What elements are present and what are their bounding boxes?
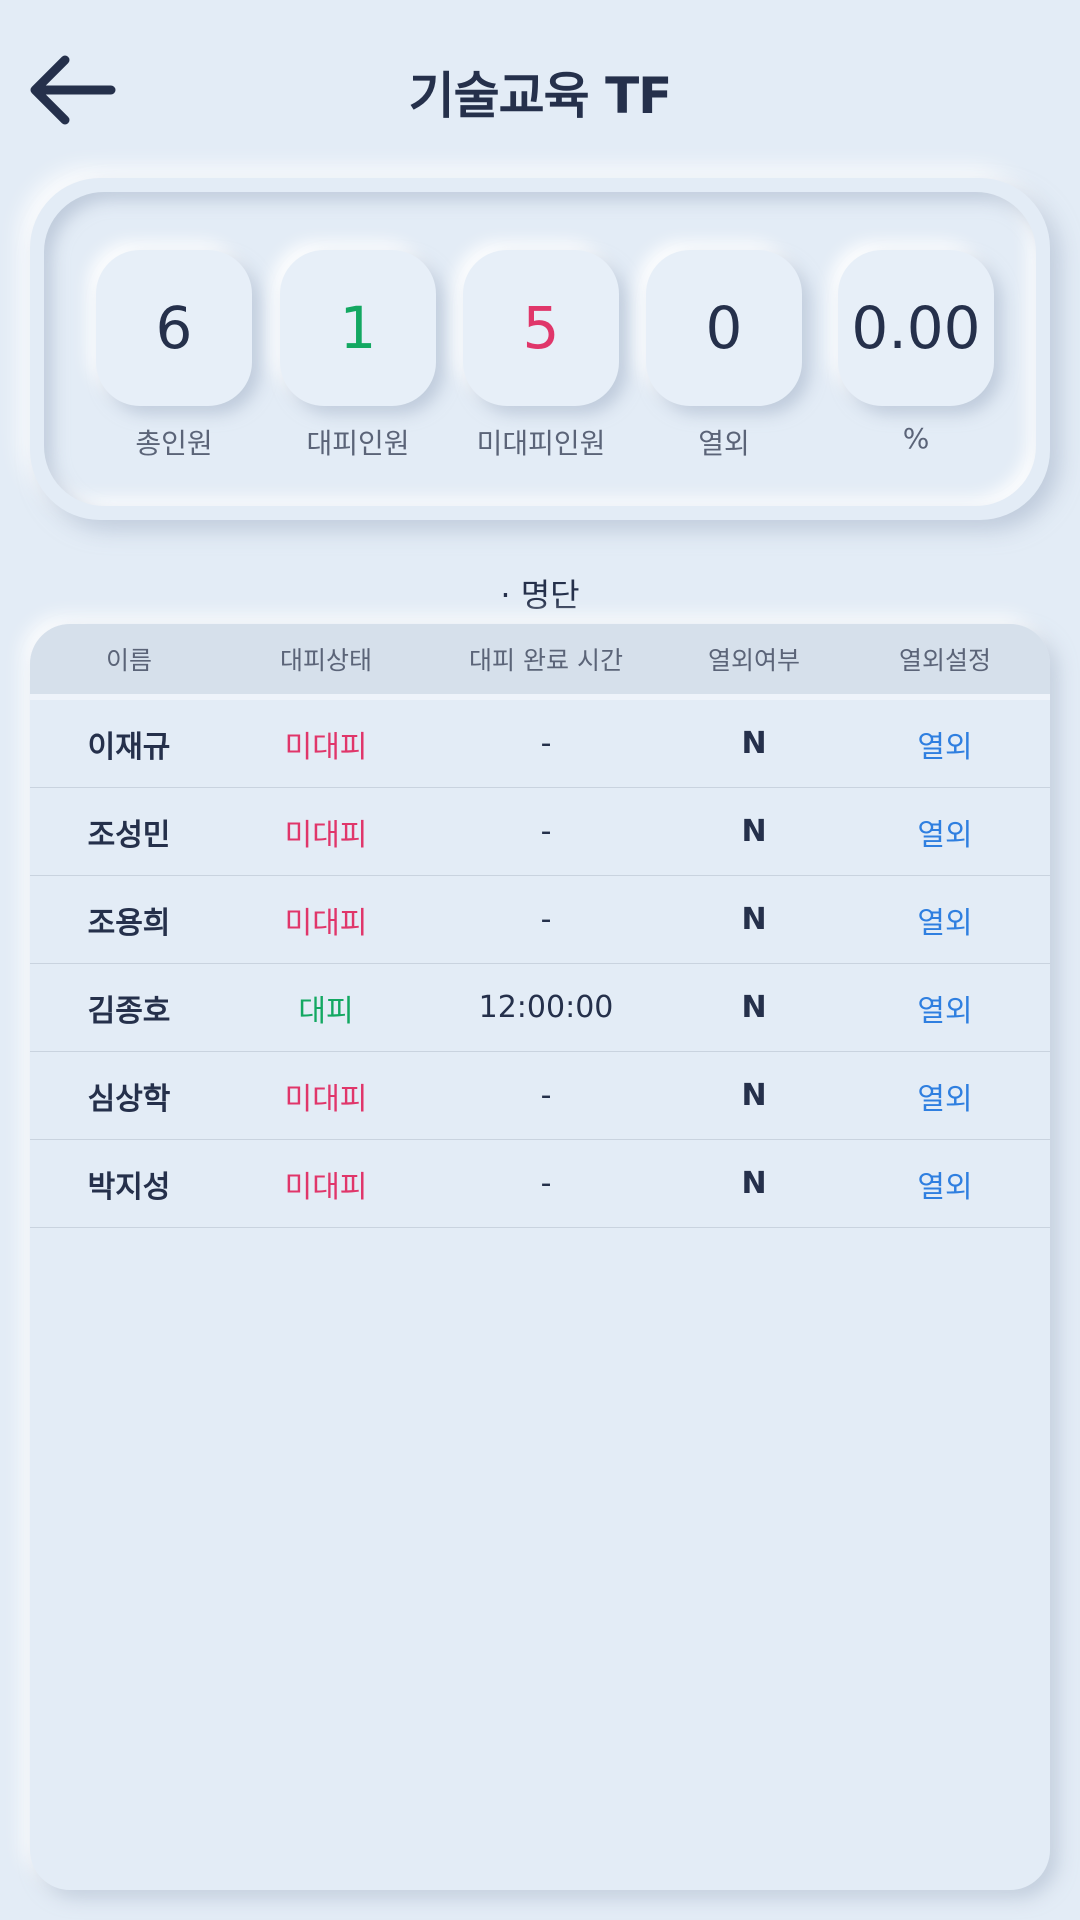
arrow-left-icon — [30, 55, 116, 125]
row-exempt: N — [741, 990, 767, 1025]
table-row: 이재규 미대피 - N 열외 — [30, 700, 1050, 788]
stats-card: 6 총인원 1 대피인원 5 미대피인원 0 열외 0.00 % — [30, 178, 1050, 520]
stat-evacuated: 1 대피인원 — [278, 250, 438, 462]
row-time: 12:00:00 — [478, 990, 614, 1025]
stat-total-value: 6 — [96, 250, 252, 406]
stat-exempt-label: 열외 — [698, 427, 750, 460]
exempt-button[interactable]: 열외 — [917, 1169, 973, 1205]
stat-evacuated-value: 1 — [280, 250, 436, 406]
row-time: - — [540, 902, 552, 937]
stat-not-evacuated: 5 미대피인원 — [461, 250, 621, 462]
stat-total-label: 총인원 — [135, 427, 213, 460]
row-name: 김종호 — [87, 993, 171, 1029]
row-name: 박지성 — [87, 1169, 171, 1205]
row-time: - — [540, 1078, 552, 1113]
roster-table: 이름 대피상태 대피 완료 시간 열외여부 열외설정 이재규 미대피 - N 열… — [30, 624, 1050, 1890]
header-exempt-setting: 열외설정 — [898, 646, 991, 675]
table-header: 이름 대피상태 대피 완료 시간 열외여부 열외설정 — [30, 624, 1050, 700]
stat-exempt-value: 0 — [646, 250, 802, 406]
row-status: 대피 — [298, 993, 354, 1029]
row-name: 이재규 — [87, 729, 171, 765]
row-name: 심상학 — [87, 1081, 171, 1117]
row-exempt: N — [741, 726, 767, 761]
row-status: 미대피 — [284, 1169, 368, 1205]
back-button[interactable] — [24, 46, 120, 134]
header-exempt: 열외여부 — [707, 646, 800, 675]
row-status: 미대피 — [284, 905, 368, 941]
stat-not-evacuated-label: 미대피인원 — [476, 427, 606, 460]
exempt-button[interactable]: 열외 — [917, 817, 973, 853]
exempt-button[interactable]: 열외 — [917, 993, 973, 1029]
page-title: 기술교육 TF — [408, 67, 673, 125]
stat-percent: 0.00 % — [836, 250, 996, 455]
row-exempt: N — [741, 814, 767, 849]
stat-percent-value: 0.00 — [838, 250, 994, 406]
header-name: 이름 — [105, 646, 152, 675]
row-status: 미대피 — [284, 817, 368, 853]
stats-card-inner: 6 총인원 1 대피인원 5 미대피인원 0 열외 0.00 % — [44, 192, 1036, 506]
row-name: 조성민 — [87, 817, 171, 853]
row-time: - — [540, 726, 552, 761]
roster-section-title: · 명단 — [500, 576, 580, 614]
exempt-button[interactable]: 열외 — [917, 729, 973, 765]
table-row: 박지성 미대피 - N 열외 — [30, 1140, 1050, 1228]
exempt-button[interactable]: 열외 — [917, 1081, 973, 1117]
exempt-button[interactable]: 열외 — [917, 905, 973, 941]
row-exempt: N — [741, 1166, 767, 1201]
row-status: 미대피 — [284, 1081, 368, 1117]
stat-percent-label: % — [902, 422, 930, 455]
stat-evacuated-label: 대피인원 — [306, 427, 410, 460]
row-status: 미대피 — [284, 729, 368, 765]
table-row: 심상학 미대피 - N 열외 — [30, 1052, 1050, 1140]
stat-exempt: 0 열외 — [644, 250, 804, 462]
row-time: - — [540, 814, 552, 849]
row-time: - — [540, 1166, 552, 1201]
stat-total: 6 총인원 — [94, 250, 254, 462]
row-exempt: N — [741, 902, 767, 937]
row-name: 조용희 — [87, 905, 171, 941]
row-exempt: N — [741, 1078, 767, 1113]
table-row: 조용희 미대피 - N 열외 — [30, 876, 1050, 964]
stat-not-evacuated-value: 5 — [463, 250, 619, 406]
table-row: 조성민 미대피 - N 열외 — [30, 788, 1050, 876]
header-status: 대피상태 — [279, 646, 372, 675]
header-time: 대피 완료 시간 — [469, 646, 623, 675]
table-row: 김종호 대피 12:00:00 N 열외 — [30, 964, 1050, 1052]
